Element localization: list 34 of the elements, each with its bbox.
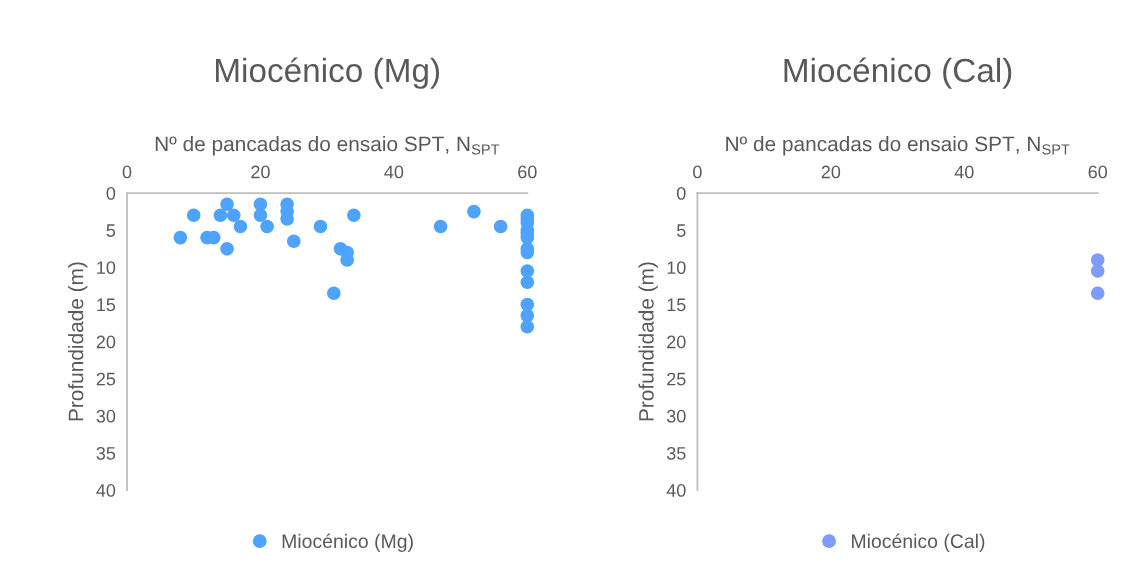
y-axis-title: Profundidade (m) [638,262,658,421]
y-tick-label: 35 [666,446,686,460]
y-tick-label: 40 [96,484,116,497]
y-tick-label: 0 [676,186,686,200]
y-tick-label: 0 [106,186,116,200]
y-tick-label: 30 [96,409,116,423]
x-axis-title: Nº de pancadas do ensaio SPT, N$_{SPT}$ [726,136,1070,156]
x-tick-label: 0 [122,165,132,179]
y-tick-label: 25 [667,372,686,386]
y-tick-label: 30 [666,409,686,423]
legend-label: Miocénico (Mg) [282,533,413,552]
legend-label: Miocénico (Cal) [852,533,985,552]
x-tick-label: 60 [1088,165,1108,179]
x-tick-label: 40 [384,165,404,179]
y-axis-title: Profundidade (m) [68,262,88,421]
y-tick-label: 15 [97,298,116,312]
y-tick-label: 5 [676,224,686,237]
y-tick-label: 40 [666,484,686,497]
y-tick-label: 15 [667,298,686,312]
y-tick-label: 5 [106,224,116,237]
x-tick-label: 60 [518,165,537,179]
y-tick-label: 20 [667,335,686,349]
x-tick-label: 20 [821,165,841,179]
x-axis-title: Nº de pancadas do ensaio SPT, N$_{SPT}$ [155,136,500,156]
y-tick-label: 10 [97,261,116,275]
x-tick-label: 40 [954,165,974,179]
y-tick-label: 10 [667,261,686,275]
chart-title: Miocénico (Mg) [215,57,440,89]
x-tick-label: 20 [251,165,270,179]
y-tick-label: 25 [96,372,116,386]
chart-title: Miocénico (Cal) [784,57,1012,89]
y-tick-label: 20 [96,335,116,349]
y-tick-label: 35 [96,446,116,460]
x-tick-label: 0 [693,165,702,179]
